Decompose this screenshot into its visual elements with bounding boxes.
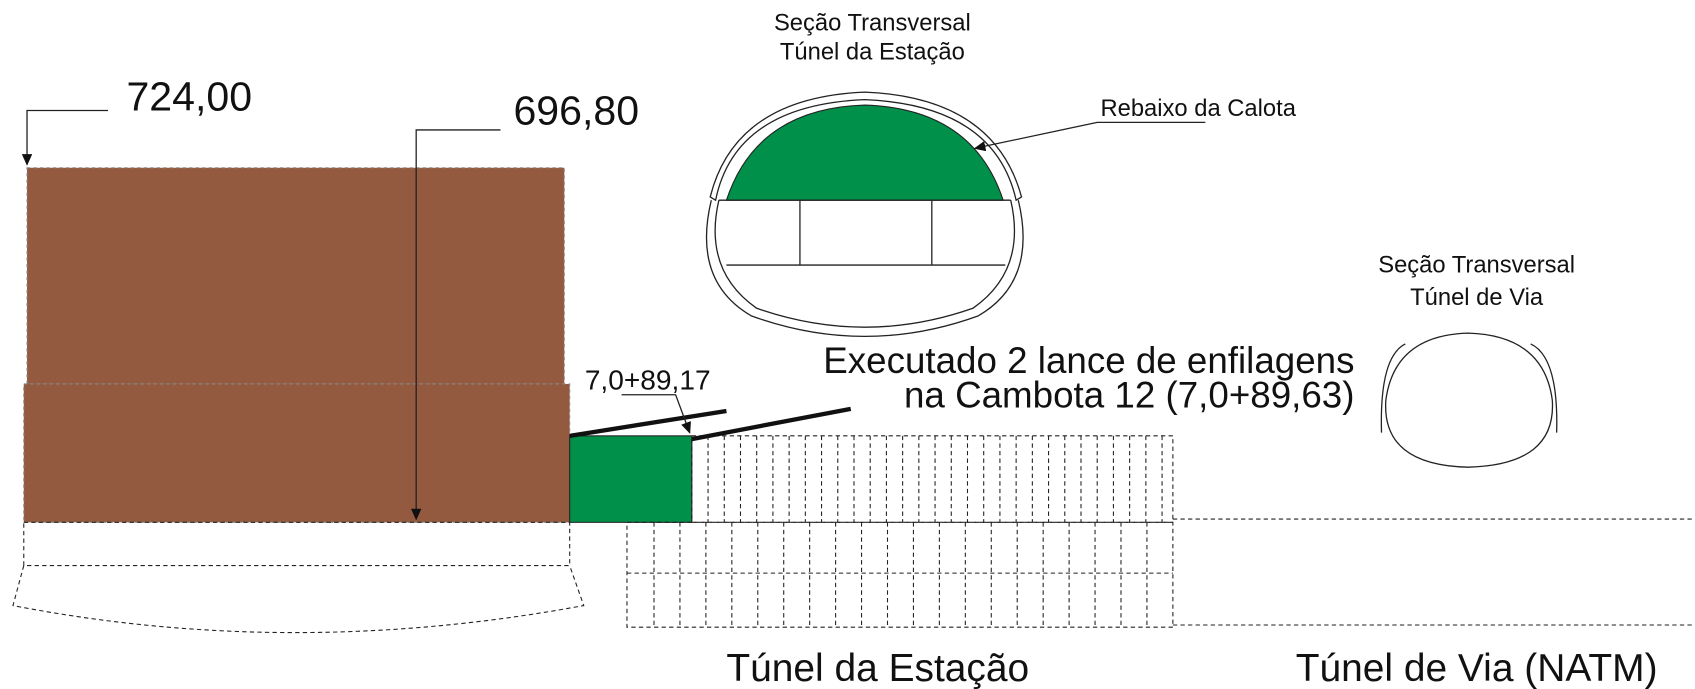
station-mark: 7,0+89,17 xyxy=(585,364,711,395)
forepole xyxy=(691,406,852,442)
advance-block xyxy=(569,435,693,523)
lower-slab xyxy=(23,521,571,567)
bottom-label: Túnel da Estação xyxy=(726,647,1029,689)
callout: Rebaixo da Calota xyxy=(1100,95,1296,122)
soil-block xyxy=(23,167,571,523)
leader xyxy=(21,109,109,166)
tunnel-grid xyxy=(626,435,1695,628)
station-section-drawing xyxy=(705,91,1024,338)
leader xyxy=(410,129,501,521)
forepole xyxy=(569,408,727,438)
note: Executado 2 lance de enfilagens xyxy=(823,340,1354,381)
section-title: Seção Transversal xyxy=(774,9,971,36)
level-label: 724,00 xyxy=(126,73,252,119)
section-title: Túnel da Estação xyxy=(780,39,965,66)
leader xyxy=(973,121,1206,152)
section-title: Seção Transversal xyxy=(1378,252,1575,279)
section-title: Túnel de Via xyxy=(1410,284,1544,311)
bottom-label: Túnel de Via (NATM) xyxy=(1296,647,1658,689)
lower-invert xyxy=(12,565,585,634)
track-section-drawing xyxy=(1380,332,1558,468)
level-label: 696,80 xyxy=(513,88,639,134)
note: na Cambota 12 (7,0+89,63) xyxy=(904,375,1355,416)
leader xyxy=(621,394,691,434)
